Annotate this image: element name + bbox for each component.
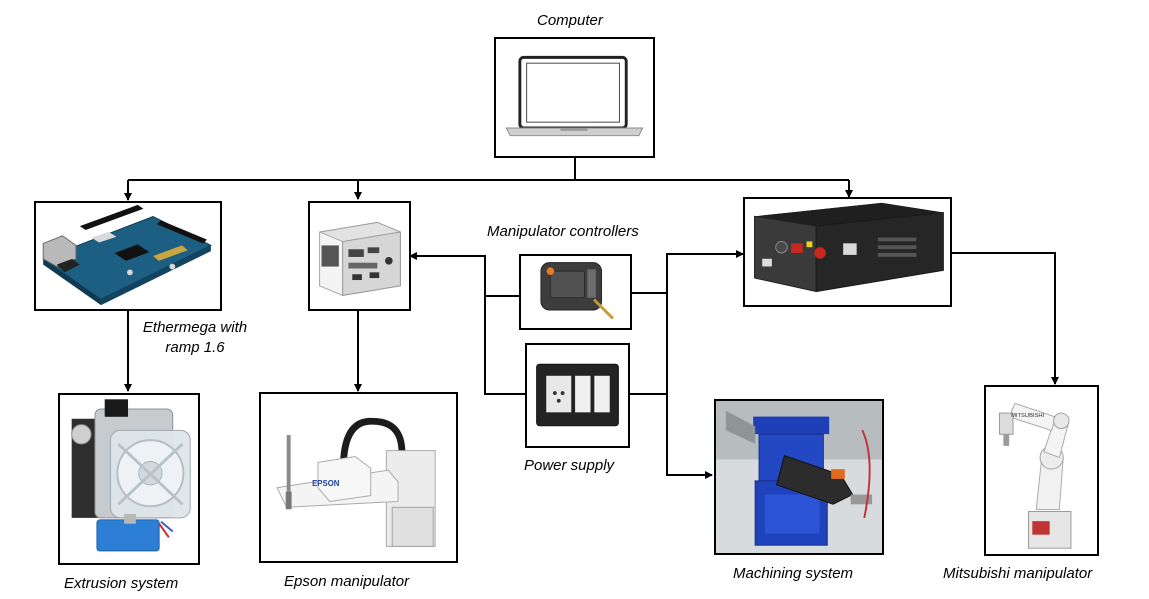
mitsubishi-controller-box[interactable]: [743, 197, 952, 307]
machining-system-image: [716, 401, 882, 553]
epson-controller-image: [310, 203, 409, 309]
extruder-image: [60, 395, 198, 563]
arrow-teach-pendant-to-epson-controller: [409, 252, 519, 297]
ethermega-label: Ethermega with ramp 1.6: [122, 318, 268, 358]
mitsubishi-manipulator-label: Mitsubishi manipulator: [943, 565, 1093, 582]
epson-controller-box[interactable]: [308, 201, 411, 311]
machining-system-label: Machining system: [733, 565, 854, 582]
arrow-teach-pendant-to-mitsubishi-controller: [632, 250, 744, 294]
power-supply-label: Power supply: [524, 457, 615, 474]
extrusion-system-box[interactable]: [58, 393, 200, 565]
ethermega-label-line2: ramp 1.6: [165, 339, 225, 356]
mitsubishi-controller-image: [746, 199, 949, 305]
teach-pendant-image: [521, 256, 630, 328]
laptop-icon: [505, 55, 644, 137]
epson-logo: EPSON: [312, 479, 340, 488]
ethermega-board-image: [37, 203, 219, 309]
machining-system-box[interactable]: [714, 399, 884, 555]
mitsubishi-logo: MITSUBISHI: [1011, 413, 1044, 419]
mitsubishi-robot-image: MITSUBISHI: [986, 387, 1097, 554]
arrow-to-machining-system: [666, 394, 713, 479]
arrow-to-mitsubishi-manipulator: [952, 252, 1059, 385]
teach-pendant-box[interactable]: [519, 254, 632, 330]
power-outlet-image: [527, 345, 628, 446]
epson-manipulator-box[interactable]: EPSON: [259, 392, 458, 563]
computer-label: Computer: [537, 12, 603, 29]
power-to-mitsubishi-controller-line: [630, 293, 668, 395]
ethermega-label-line1: Ethermega with: [142, 319, 248, 336]
computer-box[interactable]: [494, 37, 655, 158]
extrusion-system-label: Extrusion system: [64, 575, 179, 592]
manipulator-controllers-label: Manipulator controllers: [487, 223, 639, 240]
mitsubishi-manipulator-box[interactable]: MITSUBISHI: [984, 385, 1099, 556]
ethermega-box[interactable]: [34, 201, 222, 311]
epson-scara-robot-image: EPSON: [261, 394, 456, 561]
power-to-epson-controller-line: [484, 296, 525, 395]
power-supply-box[interactable]: [525, 343, 630, 448]
epson-manipulator-label: Epson manipulator: [284, 573, 410, 590]
